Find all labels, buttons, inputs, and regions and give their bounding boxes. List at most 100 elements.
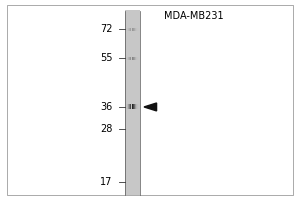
Bar — [124, 100, 140, 103]
Bar — [124, 147, 140, 149]
Bar — [138, 28, 139, 31]
Bar — [136, 28, 137, 31]
Bar — [133, 28, 134, 31]
Bar — [128, 104, 129, 109]
Bar — [124, 96, 140, 98]
Bar — [124, 172, 140, 175]
Bar — [124, 57, 140, 59]
Bar — [137, 104, 138, 109]
Bar — [136, 57, 137, 60]
Bar — [124, 94, 140, 96]
Bar — [136, 28, 137, 31]
Bar — [124, 161, 140, 163]
Bar — [124, 77, 140, 80]
Bar — [124, 119, 140, 121]
Bar — [124, 130, 140, 133]
Bar — [134, 28, 135, 31]
Bar — [124, 24, 140, 27]
Bar — [124, 174, 140, 177]
Bar — [124, 144, 140, 147]
Bar — [124, 156, 140, 158]
Bar — [124, 29, 140, 31]
Bar — [124, 66, 140, 68]
Bar — [124, 22, 140, 24]
Bar — [124, 17, 140, 20]
Text: 36: 36 — [100, 102, 113, 112]
Bar — [124, 117, 140, 119]
Bar — [124, 133, 140, 135]
Bar — [130, 104, 131, 109]
Bar — [124, 191, 140, 193]
Bar — [124, 126, 140, 128]
Bar — [124, 50, 140, 52]
Bar — [124, 114, 140, 117]
Bar — [127, 104, 128, 109]
Bar — [136, 57, 137, 60]
Bar — [126, 104, 127, 109]
Bar — [124, 34, 140, 36]
Bar — [125, 57, 126, 60]
Bar — [124, 184, 140, 186]
Bar — [124, 107, 140, 110]
Bar — [134, 57, 135, 60]
Bar — [124, 64, 140, 66]
Bar — [134, 104, 135, 109]
Bar — [129, 57, 130, 60]
Bar — [124, 84, 140, 87]
Bar — [124, 61, 140, 64]
Bar — [128, 28, 129, 31]
Polygon shape — [144, 103, 157, 111]
Bar — [124, 193, 140, 195]
Bar — [124, 167, 140, 170]
Bar — [133, 57, 134, 60]
Bar — [124, 68, 140, 71]
Bar — [124, 10, 140, 13]
Bar — [124, 36, 140, 38]
Bar — [124, 57, 125, 60]
Text: 72: 72 — [100, 24, 113, 34]
Bar — [124, 154, 140, 156]
Bar — [124, 75, 140, 78]
Bar — [124, 54, 140, 57]
Bar — [139, 104, 140, 109]
Bar — [124, 149, 140, 151]
Bar — [127, 57, 128, 60]
Bar — [124, 98, 140, 101]
Text: 17: 17 — [100, 177, 113, 187]
Bar — [139, 57, 140, 60]
Bar — [126, 57, 127, 60]
Text: 55: 55 — [100, 53, 113, 63]
Bar — [138, 104, 139, 109]
Bar — [124, 163, 140, 165]
Bar — [124, 13, 140, 15]
Bar — [131, 57, 132, 60]
Bar — [124, 128, 140, 131]
Bar — [124, 135, 140, 138]
Bar — [124, 151, 140, 154]
Bar — [125, 28, 126, 31]
Bar — [127, 28, 128, 31]
Bar — [137, 28, 138, 31]
Bar — [124, 47, 140, 50]
Bar — [124, 27, 140, 29]
Bar — [124, 140, 140, 142]
Bar — [124, 124, 140, 126]
Bar — [138, 57, 139, 60]
Bar — [132, 104, 133, 109]
Bar — [131, 104, 132, 109]
Bar — [124, 45, 140, 48]
Bar — [124, 104, 125, 109]
Bar — [135, 28, 136, 31]
Bar — [126, 28, 127, 31]
Bar — [124, 15, 140, 18]
Bar — [128, 57, 129, 60]
Text: 28: 28 — [100, 124, 113, 134]
Bar — [124, 170, 140, 172]
Bar — [124, 28, 125, 31]
Bar — [124, 87, 140, 89]
Bar — [124, 73, 140, 75]
Bar — [124, 38, 140, 41]
Bar — [124, 43, 140, 45]
Bar — [137, 57, 138, 60]
Bar — [135, 104, 136, 109]
